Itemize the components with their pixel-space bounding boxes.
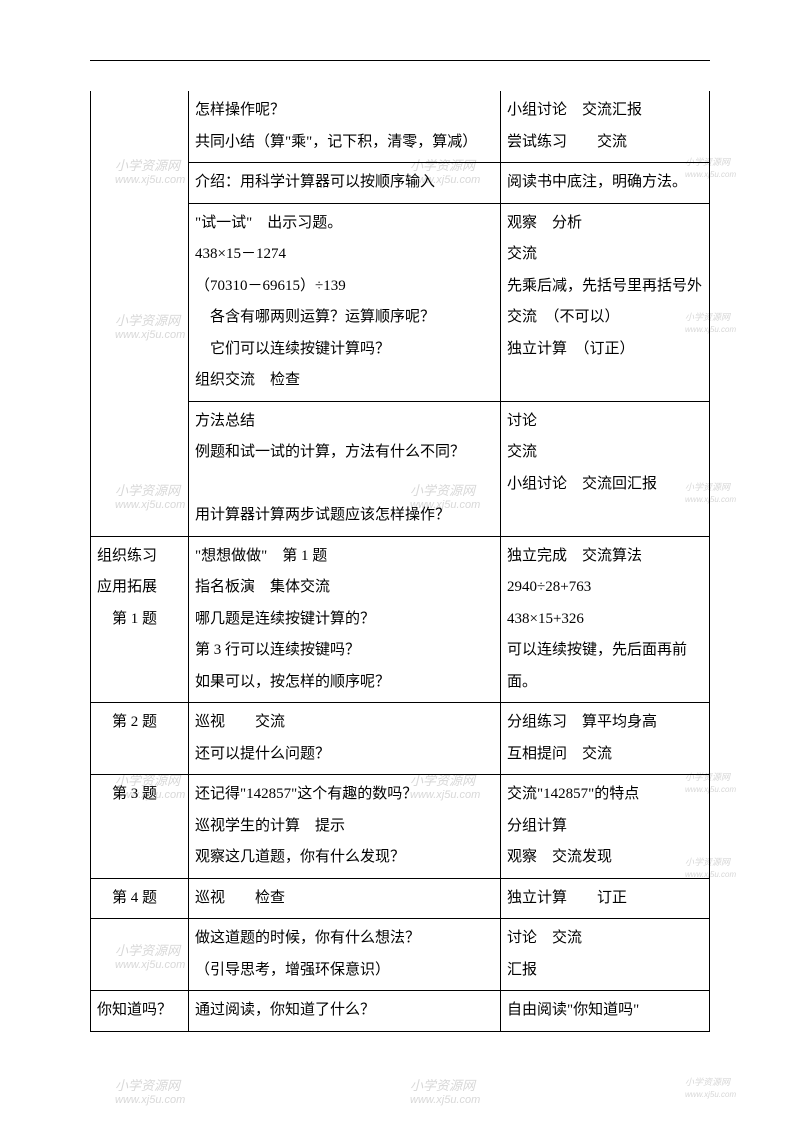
text: 互相提问 交流 <box>507 739 703 771</box>
cell-left <box>91 91 189 536</box>
text: "想想做做" 第 1 题 <box>195 541 494 573</box>
cell-right: 阅读书中底注，明确方法。 <box>501 163 710 204</box>
text: 第 1 题 <box>97 604 182 636</box>
text: 你知道吗？ <box>97 995 182 1027</box>
cell-right: 观察 分析 交流 先乘后减，先括号里再括号外 交流 （不可以） 独立计算 （订正… <box>501 203 710 401</box>
cell-left: 组织练习 应用拓展 第 1 题 <box>91 536 189 703</box>
text: 第 4 题 <box>97 883 182 915</box>
cell-middle: 怎样操作呢？ 共同小结（算"乘"，记下积，清零，算减） <box>189 91 501 163</box>
text: 巡视 交流 <box>195 707 494 739</box>
text: 汇报 <box>507 955 703 987</box>
cell-right: 独立计算 订正 <box>501 878 710 919</box>
text: 介绍：用科学计算器可以按顺序输入 <box>195 167 494 199</box>
text: 组织交流 检查 <box>195 365 494 397</box>
text: 第 3 行可以连续按键吗？ <box>195 635 494 667</box>
table-row: 第 2 题 巡视 交流 还可以提什么问题？ 分组练习 算平均身高 互相提问 交流 <box>91 703 710 775</box>
header-rule <box>90 60 710 61</box>
cell-right: 讨论 交流 小组讨论 交流回汇报 <box>501 401 710 536</box>
text: 方法总结 <box>195 406 494 438</box>
table-row: 第 4 题 巡视 检查 独立计算 订正 <box>91 878 710 919</box>
text: "试一试" 出示习题。 <box>195 208 494 240</box>
text: 讨论 交流 <box>507 923 703 955</box>
watermark: 小学资源网 www.xj5u.com <box>115 1075 185 1106</box>
text: 先乘后减，先括号里再括号外 <box>507 271 703 303</box>
watermark: 小学资源网 www.xj5u.com <box>410 1075 480 1106</box>
lesson-plan-table: 怎样操作呢？ 共同小结（算"乘"，记下积，清零，算减） 小组讨论 交流汇报 尝试… <box>90 91 710 1032</box>
cell-middle: 还记得"142857"这个有趣的数吗？ 巡视学生的计算 提示 观察这几道题，你有… <box>189 775 501 879</box>
text: 还可以提什么问题？ <box>195 739 494 771</box>
table-row: 组织练习 应用拓展 第 1 题 "想想做做" 第 1 题 指名板演 集体交流 哪… <box>91 536 710 703</box>
text: 如果可以，按怎样的顺序呢？ <box>195 667 494 699</box>
text: 交流 <box>507 437 703 469</box>
cell-middle: 通过阅读，你知道了什么？ <box>189 991 501 1032</box>
watermark: 小学资源网 www.xj5u.com <box>685 1075 736 1100</box>
text: （引导思考，增强环保意识） <box>195 955 494 987</box>
text: 438×15－1274 <box>195 239 494 271</box>
cell-right: 讨论 交流 汇报 <box>501 919 710 991</box>
table-row: 怎样操作呢？ 共同小结（算"乘"，记下积，清零，算减） 小组讨论 交流汇报 尝试… <box>91 91 710 163</box>
text: 交流"142857"的特点 <box>507 779 703 811</box>
text: 巡视 检查 <box>195 883 494 915</box>
text: 自由阅读"你知道吗" <box>507 995 703 1027</box>
text: 组织练习 <box>97 541 182 573</box>
cell-middle: 方法总结 例题和试一试的计算，方法有什么不同？ 用计算器计算两步试题应该怎样操作… <box>189 401 501 536</box>
text: 独立计算 订正 <box>507 883 703 915</box>
text: 例题和试一试的计算，方法有什么不同？ <box>195 437 494 469</box>
cell-middle: "试一试" 出示习题。 438×15－1274 （70310－69615）÷13… <box>189 203 501 401</box>
text: 小组讨论 交流回汇报 <box>507 469 703 501</box>
text: 怎样操作呢？ <box>195 95 494 127</box>
text: 做这道题的时候，你有什么想法？ <box>195 923 494 955</box>
text: 可以连续按键，先后面再前面。 <box>507 635 703 698</box>
text: 阅读书中底注，明确方法。 <box>507 167 703 199</box>
cell-left: 第 3 题 <box>91 775 189 879</box>
text: 交流 （不可以） <box>507 302 703 334</box>
text: 第 2 题 <box>97 707 182 739</box>
document-content: 怎样操作呢？ 共同小结（算"乘"，记下积，清零，算减） 小组讨论 交流汇报 尝试… <box>90 91 710 1032</box>
cell-right: 独立完成 交流算法 2940÷28+763 438×15+326 可以连续按键，… <box>501 536 710 703</box>
text: 观察这几道题，你有什么发现？ <box>195 842 494 874</box>
text: 它们可以连续按键计算吗？ <box>195 334 494 366</box>
cell-left: 你知道吗？ <box>91 991 189 1032</box>
cell-right: 自由阅读"你知道吗" <box>501 991 710 1032</box>
cell-right: 交流"142857"的特点 分组计算 观察 交流发现 <box>501 775 710 879</box>
text: 指名板演 集体交流 <box>195 572 494 604</box>
text: 独立计算 （订正） <box>507 334 703 366</box>
text: 分组计算 <box>507 811 703 843</box>
text: 观察 交流发现 <box>507 842 703 874</box>
text: 用计算器计算两步试题应该怎样操作？ <box>195 500 494 532</box>
text: 哪几题是连续按键计算的？ <box>195 604 494 636</box>
table-row: 做这道题的时候，你有什么想法？ （引导思考，增强环保意识） 讨论 交流 汇报 <box>91 919 710 991</box>
table-row: 第 3 题 还记得"142857"这个有趣的数吗？ 巡视学生的计算 提示 观察这… <box>91 775 710 879</box>
text: 独立完成 交流算法 <box>507 541 703 573</box>
cell-left <box>91 919 189 991</box>
text: 还记得"142857"这个有趣的数吗？ <box>195 779 494 811</box>
cell-middle: 做这道题的时候，你有什么想法？ （引导思考，增强环保意识） <box>189 919 501 991</box>
text: 讨论 <box>507 406 703 438</box>
text: 2940÷28+763 <box>507 572 703 604</box>
text: 各含有哪两则运算？运算顺序呢？ <box>195 302 494 334</box>
text: 共同小结（算"乘"，记下积，清零，算减） <box>195 127 494 159</box>
cell-right: 小组讨论 交流汇报 尝试练习 交流 <box>501 91 710 163</box>
text: 通过阅读，你知道了什么？ <box>195 995 494 1027</box>
table-row: 你知道吗？ 通过阅读，你知道了什么？ 自由阅读"你知道吗" <box>91 991 710 1032</box>
text: 观察 分析 <box>507 208 703 240</box>
cell-middle: 巡视 检查 <box>189 878 501 919</box>
text: 第 3 题 <box>97 779 182 811</box>
text: 巡视学生的计算 提示 <box>195 811 494 843</box>
cell-left: 第 2 题 <box>91 703 189 775</box>
text: 分组练习 算平均身高 <box>507 707 703 739</box>
text: 小组讨论 交流汇报 <box>507 95 703 127</box>
cell-right: 分组练习 算平均身高 互相提问 交流 <box>501 703 710 775</box>
text: 438×15+326 <box>507 604 703 636</box>
text: 交流 <box>507 239 703 271</box>
text: 尝试练习 交流 <box>507 127 703 159</box>
cell-middle: 巡视 交流 还可以提什么问题？ <box>189 703 501 775</box>
text: 应用拓展 <box>97 572 182 604</box>
cell-middle: "想想做做" 第 1 题 指名板演 集体交流 哪几题是连续按键计算的？ 第 3 … <box>189 536 501 703</box>
text <box>195 469 494 501</box>
text: （70310－69615）÷139 <box>195 271 494 303</box>
cell-left: 第 4 题 <box>91 878 189 919</box>
cell-middle: 介绍：用科学计算器可以按顺序输入 <box>189 163 501 204</box>
